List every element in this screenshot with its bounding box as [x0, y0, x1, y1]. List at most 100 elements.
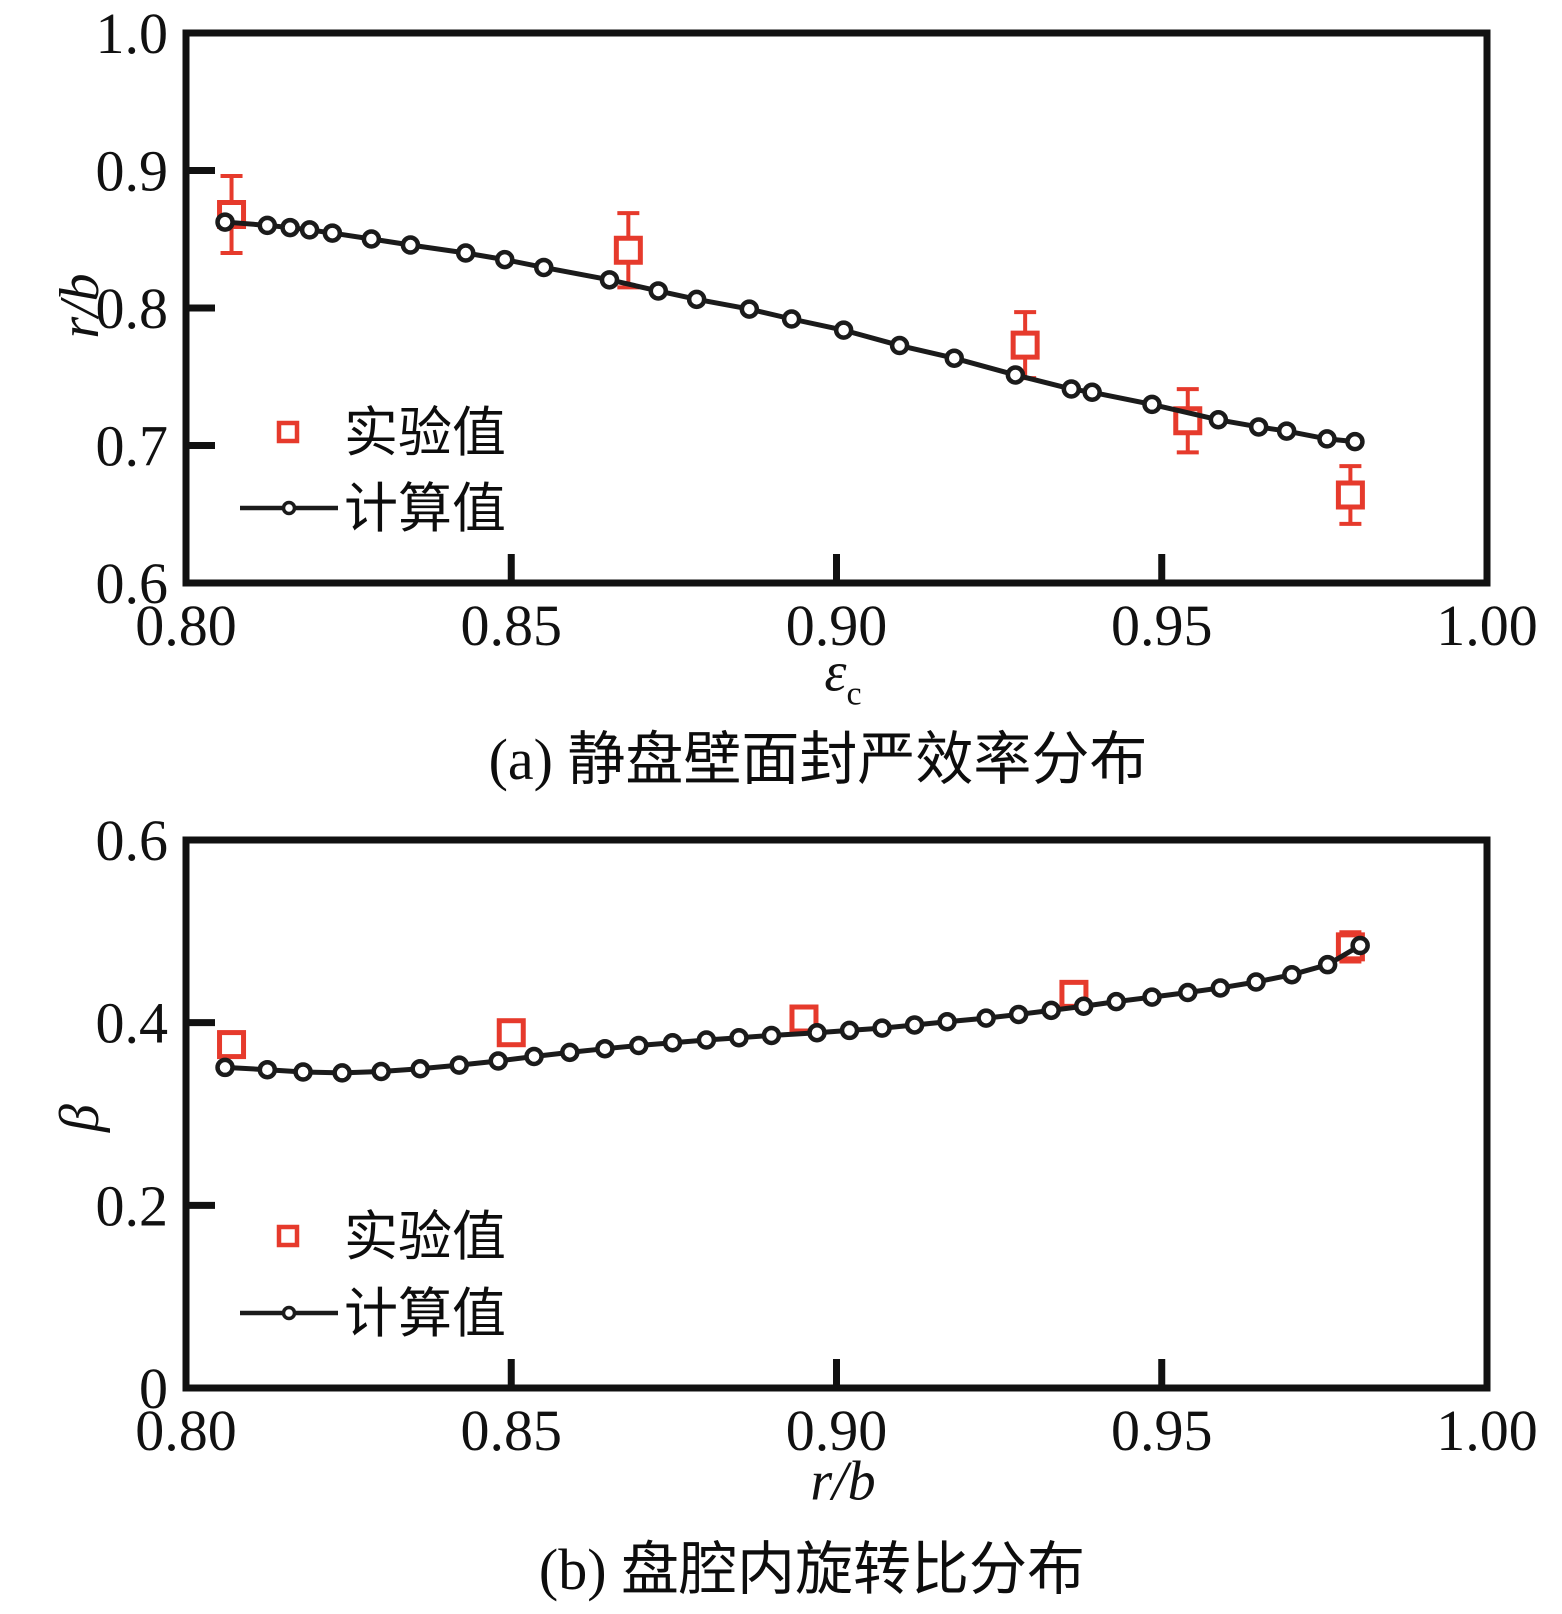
computed-point: [839, 1020, 860, 1041]
computed-point: [299, 220, 320, 240]
experimental-point: [1335, 480, 1365, 510]
computed-point: [937, 1012, 957, 1032]
computed-point: [534, 257, 554, 278]
chart-a-series-experimental: [217, 174, 1365, 526]
computed-point: [293, 1062, 313, 1082]
legend-circle-marker: [281, 500, 297, 516]
computed-point: [1317, 429, 1337, 449]
y-tick-label: 0.6: [96, 808, 169, 873]
computed-point: [807, 1022, 827, 1043]
computed-point: [1106, 991, 1126, 1012]
chart-b-ticks: 0.80 0.85 0.90 0.95 1.00 0.6 0.4 0.2 0: [96, 808, 1538, 1463]
y-tick-label: 0.4: [96, 991, 169, 1056]
chart-a-ticks: 0.80 0.85 0.90 0.95 1.00 1.0 0.9 0.8 0.7 0.6: [96, 1, 1538, 658]
x-tick-label: 0.80: [135, 593, 237, 658]
computed-point: [280, 217, 300, 238]
computed-point: [1276, 421, 1297, 441]
computed-point: [1041, 1000, 1061, 1021]
y-tick-label: 0: [139, 1356, 168, 1421]
y-tick-label: 0.9: [96, 139, 169, 204]
computed-point: [1178, 982, 1198, 1003]
computed-point: [662, 1033, 683, 1053]
computed-point: [1142, 987, 1162, 1007]
legend-square-marker: [276, 420, 300, 444]
computed-point: [1005, 365, 1026, 385]
chart-b-series-computed: [215, 935, 1370, 1083]
computed-point: [560, 1042, 580, 1063]
computed-point: [215, 1057, 235, 1078]
computed-point: [524, 1046, 544, 1067]
y-tick-label: 0.6: [96, 551, 169, 616]
computed-point: [889, 335, 910, 356]
computed-point: [455, 243, 476, 263]
y-tick-label: 0.2: [96, 1173, 169, 1238]
chart-a-frame: [182, 29, 1491, 587]
computed-point: [410, 1059, 430, 1079]
y-tick-label: 0.8: [96, 276, 169, 341]
computed-point: [872, 1018, 892, 1038]
computed-point: [1246, 972, 1266, 992]
computed-point: [1208, 410, 1229, 430]
chart-a-canvas: 0.80 0.85 0.90 0.95 1.00 1.0 0.9 0.8 0.7 0.6 实验值计算…: [96, 1, 1538, 658]
computed-point: [257, 215, 278, 236]
computed-point: [1073, 996, 1094, 1016]
computed-point: [1142, 394, 1162, 415]
experimental-point: [613, 235, 643, 265]
computed-point: [648, 281, 669, 301]
computed-point: [257, 1059, 278, 1080]
x-tick-label: 0.85: [461, 593, 563, 658]
computed-point: [332, 1063, 352, 1083]
computed-point: [686, 289, 707, 310]
legend-label: 实验值: [344, 403, 506, 463]
computed-point: [449, 1055, 469, 1075]
legend-square-marker: [276, 1224, 300, 1248]
computed-point: [904, 1015, 925, 1035]
computed-point: [215, 212, 235, 232]
computed-point: [944, 348, 964, 368]
chart-a-y-axis-label: r/b: [49, 273, 111, 339]
computed-point: [322, 223, 343, 243]
computed-point: [1082, 382, 1102, 403]
computed-point: [1317, 954, 1338, 975]
computed-point: [595, 1038, 615, 1059]
x-tick-label: 0.90: [786, 1398, 888, 1463]
chart-a-x-axis-label: εc: [824, 645, 861, 712]
computed-point: [739, 299, 760, 319]
computed-point: [1008, 1004, 1029, 1025]
chart-b-x-axis-label-symbol: r/b: [810, 1450, 876, 1513]
legend-label: 实验值: [344, 1207, 506, 1267]
computed-point: [833, 320, 854, 340]
legend-circle-marker: [281, 1305, 297, 1321]
computed-point: [599, 270, 620, 290]
x-tick-label: 0.95: [1111, 593, 1213, 658]
computed-point: [1210, 978, 1231, 998]
y-tick-label: 0.7: [96, 414, 169, 479]
chart-a-x-axis-label-subscript: c: [846, 675, 862, 713]
computed-point: [488, 1051, 508, 1071]
computed-point: [1350, 935, 1370, 956]
chart-b-y-axis-label: β: [49, 1104, 111, 1132]
computed-point: [494, 249, 515, 270]
experimental-point: [1010, 330, 1040, 360]
chart-b-series-experimental: [217, 930, 1365, 1060]
x-tick-label: 0.90: [786, 593, 888, 658]
computed-point: [371, 1061, 391, 1082]
chart-b-frame: [182, 836, 1491, 1392]
computed-point: [781, 309, 802, 329]
chart-b-caption: (b) 盘腔内旋转比分布: [538, 1537, 1086, 1602]
chart-a-series-computed: [215, 212, 1365, 452]
computed-point: [729, 1027, 749, 1048]
computed-point: [976, 1008, 996, 1028]
y-tick-label: 1.0: [96, 1, 169, 66]
computed-point: [1282, 964, 1302, 985]
computed-point: [1345, 431, 1365, 452]
x-tick-label: 0.80: [135, 1398, 237, 1463]
computed-point: [361, 229, 382, 249]
legend-label: 计算值: [344, 479, 506, 539]
computed-point: [761, 1025, 782, 1046]
x-tick-label: 1.00: [1436, 1398, 1538, 1463]
